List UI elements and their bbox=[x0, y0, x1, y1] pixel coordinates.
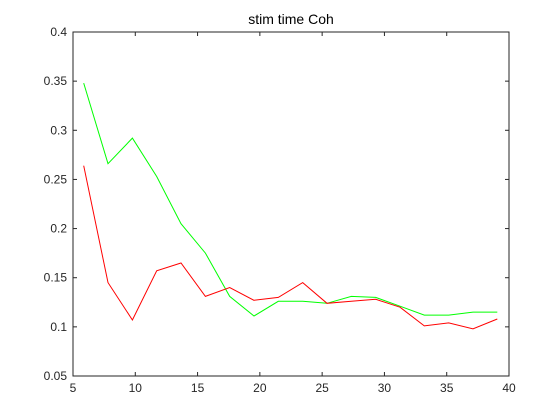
y-tick-label: 0.25 bbox=[44, 172, 68, 186]
x-tick-label: 15 bbox=[191, 381, 205, 395]
red-series-line bbox=[83, 165, 498, 330]
y-tick-label: 0.15 bbox=[44, 271, 68, 285]
x-tick-label: 35 bbox=[440, 381, 454, 395]
y-axis-ticks: 0.05 0.1 0.15 0.2 0.25 0.3 0.35 0.4 bbox=[44, 25, 509, 383]
x-tick-label: 25 bbox=[315, 381, 329, 395]
y-tick-label: 0.1 bbox=[50, 320, 67, 334]
y-tick-label: 0.4 bbox=[50, 25, 67, 39]
x-tick-label: 40 bbox=[502, 381, 516, 395]
y-tick-label: 0.2 bbox=[50, 222, 67, 236]
y-tick-label: 0.05 bbox=[44, 369, 68, 383]
green-series-line bbox=[83, 82, 498, 317]
x-tick-label: 10 bbox=[129, 381, 143, 395]
plot-area bbox=[72, 31, 510, 377]
x-tick-label: 30 bbox=[378, 381, 392, 395]
x-tick-label: 5 bbox=[70, 381, 77, 395]
x-tick-label: 20 bbox=[253, 381, 267, 395]
series-layer bbox=[83, 82, 498, 330]
chart-title: stim time Coh bbox=[248, 11, 334, 27]
x-axis-ticks: 5 10 15 20 25 30 35 40 bbox=[70, 32, 516, 395]
y-tick-label: 0.35 bbox=[44, 74, 68, 88]
y-tick-label: 0.3 bbox=[50, 123, 67, 137]
